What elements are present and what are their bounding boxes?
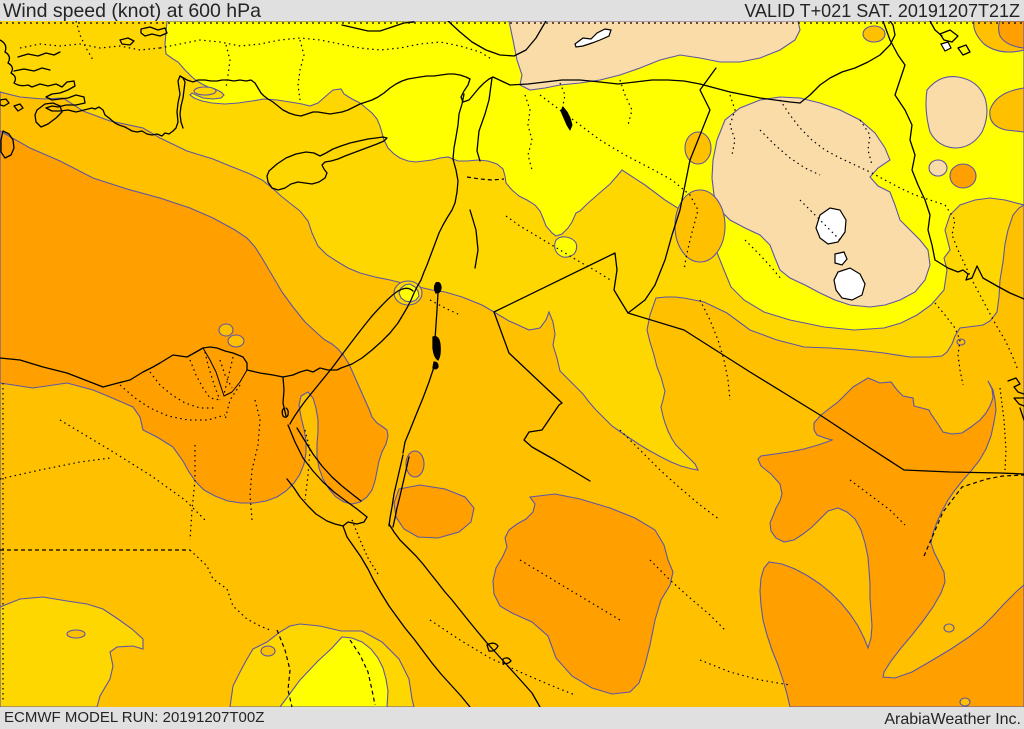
svg-text:VALID T+021 SAT. 20191207T21Z: VALID T+021 SAT. 20191207T21Z <box>744 1 1020 21</box>
svg-text:ArabiaWeather Inc.: ArabiaWeather Inc. <box>884 711 1021 728</box>
svg-text:ECMWF MODEL RUN: 20191207T00Z: ECMWF MODEL RUN: 20191207T00Z <box>4 709 264 726</box>
svg-text:Wind speed (knot) at 600 hPa: Wind speed (knot) at 600 hPa <box>3 0 261 22</box>
